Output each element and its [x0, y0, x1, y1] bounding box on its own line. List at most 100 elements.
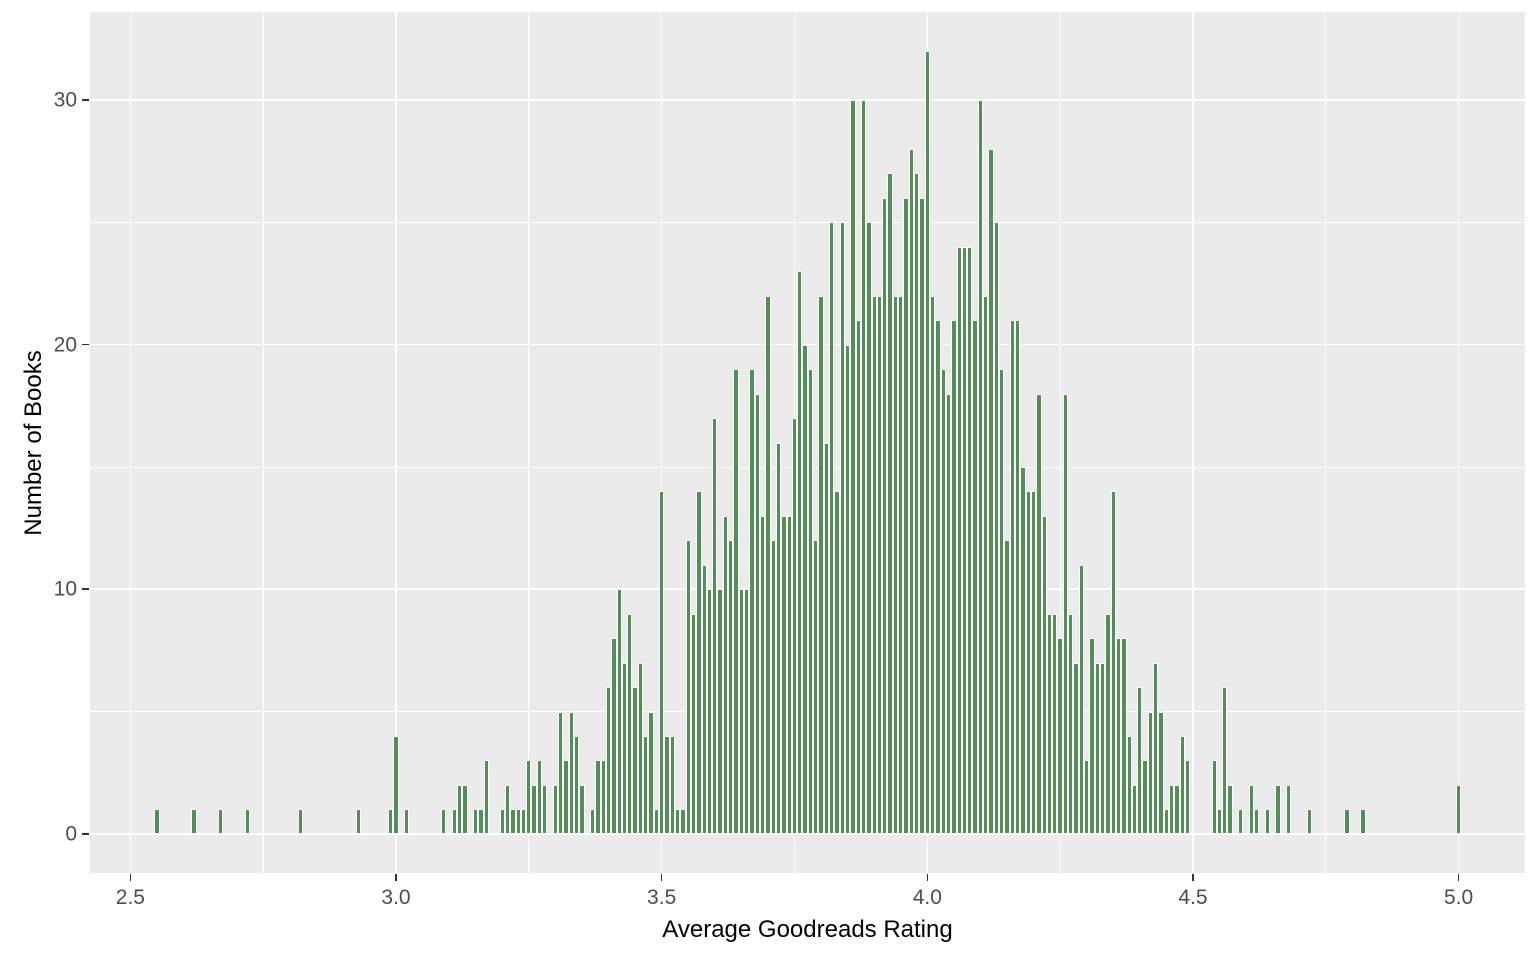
x-tick-mark: [660, 874, 663, 881]
histogram-bar: [1137, 687, 1143, 834]
x-tick-label: 5.0: [1443, 886, 1474, 909]
histogram-bar: [961, 246, 968, 834]
histogram-bar: [1163, 809, 1170, 834]
histogram-bar: [813, 540, 819, 834]
histogram-bar: [457, 784, 463, 834]
major-gridline-x: [395, 12, 397, 873]
x-tick-label: 4.0: [912, 886, 942, 909]
histogram-bar: [1099, 662, 1106, 834]
histogram-bar: [674, 809, 681, 834]
histogram-bar: [919, 197, 925, 834]
major-gridline-y: [90, 99, 1525, 101]
histogram-bar: [1179, 736, 1185, 834]
histogram-bar: [637, 662, 644, 834]
x-tick-label: 4.5: [1178, 886, 1208, 909]
x-tick-mark: [395, 874, 397, 881]
histogram-bar: [478, 809, 484, 834]
histogram-bar: [1158, 711, 1164, 834]
y-tick-mark: [82, 343, 89, 346]
histogram-bar: [680, 809, 686, 834]
histogram-bar: [1089, 638, 1095, 834]
histogram-bar: [717, 589, 723, 834]
histogram-bar: [749, 369, 755, 834]
x-axis-title: Average Goodreads Rating: [662, 916, 953, 943]
histogram-bar: [1211, 760, 1217, 834]
y-tick-mark: [82, 833, 89, 835]
histogram-bar: [1147, 711, 1154, 834]
histogram-bar: [876, 295, 883, 834]
histogram-bar: [797, 271, 803, 834]
histogram-bar: [659, 491, 665, 834]
y-axis-title: Number of Books: [20, 349, 47, 536]
histogram-bar: [855, 320, 861, 834]
histogram-bar: [1174, 784, 1180, 834]
histogram-bar: [1078, 564, 1085, 834]
histogram-bar: [685, 540, 691, 834]
histogram-bar: [473, 809, 479, 834]
histogram-bar: [972, 320, 978, 834]
histogram-bar: [722, 515, 729, 834]
histogram-bar: [844, 344, 851, 834]
histogram-bar: [967, 246, 973, 834]
histogram-bar: [956, 246, 962, 834]
histogram-bar: [712, 418, 718, 834]
histogram-bar: [616, 589, 622, 834]
histogram-bar: [977, 100, 984, 834]
histogram-bar: [536, 760, 543, 834]
histogram-bar: [1344, 809, 1350, 834]
major-gridline-y: [90, 343, 1525, 346]
histogram-bar: [1030, 491, 1037, 834]
histogram-bar: [1068, 613, 1074, 834]
histogram-bar: [1275, 784, 1281, 834]
histogram-bar: [1094, 662, 1100, 834]
histogram-bar: [552, 784, 559, 834]
histogram-bar: [462, 784, 468, 834]
histogram-bar: [818, 295, 824, 834]
histogram-bar: [1184, 760, 1191, 834]
histogram-bar: [823, 442, 830, 834]
y-tick-mark: [82, 588, 89, 591]
histogram-bar: [621, 662, 628, 834]
x-tick-mark: [1192, 874, 1194, 881]
histogram-bar: [483, 760, 489, 834]
histogram-bar: [696, 491, 702, 834]
major-gridline-x: [1457, 12, 1460, 873]
histogram-bar: [1238, 809, 1244, 834]
minor-gridline-y: [90, 221, 1525, 223]
histogram-bar: [1131, 784, 1138, 834]
histogram-bar: [515, 809, 521, 834]
histogram-bar: [542, 784, 548, 834]
x-tick-mark: [926, 874, 929, 881]
y-tick-label: 20: [53, 333, 77, 357]
histogram-bar: [781, 515, 787, 834]
histogram-bar: [775, 442, 782, 834]
histogram-bar: [1073, 662, 1079, 834]
histogram-bar: [558, 711, 564, 834]
histogram-bar: [648, 711, 654, 834]
histogram-bar: [1254, 809, 1260, 834]
histogram-bar: [744, 589, 750, 834]
histogram-bar: [1025, 491, 1031, 834]
histogram-bar: [908, 148, 915, 834]
histogram-bar: [1009, 320, 1015, 834]
histogram-bar: [510, 809, 516, 834]
histogram-bar: [1020, 466, 1026, 834]
histogram-bar: [1126, 736, 1132, 834]
histogram-bar: [866, 222, 872, 834]
histogram-bar: [393, 736, 399, 834]
y-tick-label: 30: [53, 88, 77, 112]
histogram-bar: [882, 197, 888, 834]
histogram-bar: [1264, 809, 1270, 834]
histogram-bar: [983, 295, 989, 834]
histogram-bar: [993, 222, 1000, 834]
minor-gridline-x: [262, 12, 264, 873]
histogram-bar: [504, 784, 511, 834]
histogram-bar: [892, 295, 899, 834]
histogram-bar: [499, 809, 505, 834]
y-tick-mark: [82, 99, 89, 101]
histogram-bar: [1142, 760, 1148, 834]
histogram-bar: [770, 540, 776, 834]
x-tick-label: 2.5: [115, 886, 145, 909]
histogram-bar: [791, 418, 798, 834]
